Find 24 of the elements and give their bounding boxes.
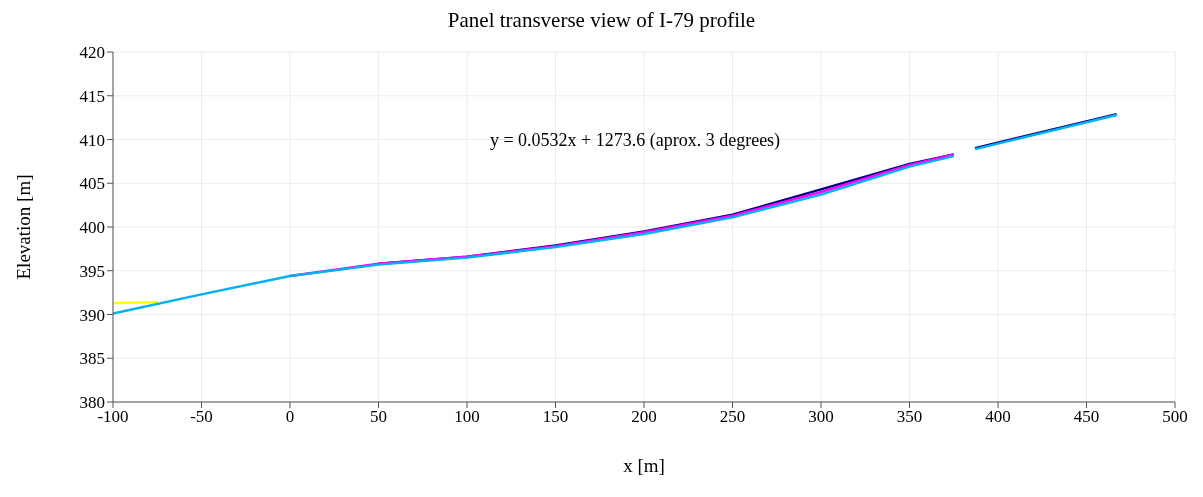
x-tick-label: 150 (542, 407, 569, 427)
x-tick-label: 200 (631, 407, 657, 427)
y-tick-label: 405 (79, 174, 105, 194)
x-tick-label: 300 (808, 407, 834, 427)
y-tick-label: 390 (79, 305, 105, 325)
chart-title: Panel transverse view of I-79 profile (446, 8, 757, 34)
x-tick-label: 400 (985, 407, 1011, 427)
y-tick-label: 410 (79, 130, 105, 150)
x-tick-label: 350 (896, 407, 923, 427)
x-tick-label: 450 (1073, 407, 1100, 427)
x-tick-label: 500 (1162, 407, 1188, 427)
y-tick-label: 420 (79, 43, 105, 63)
annotation: y = 0.0532x + 1273.6 (aprox. 3 degrees) (489, 130, 781, 151)
y-tick-label: 400 (79, 218, 105, 238)
x-tick-label: -50 (190, 407, 213, 427)
y-tick-label: 385 (79, 349, 105, 369)
x-tick-label: 50 (370, 407, 387, 427)
x-tick-label: 250 (719, 407, 746, 427)
y-tick-label: 395 (79, 261, 105, 281)
y-tick-label: 415 (79, 86, 105, 106)
x-axis-title: x [m] (623, 455, 665, 476)
y-axis-title: Elevation [m] (12, 174, 34, 280)
x-tick-label: 100 (454, 407, 480, 427)
x-tick-label: 0 (285, 407, 295, 427)
